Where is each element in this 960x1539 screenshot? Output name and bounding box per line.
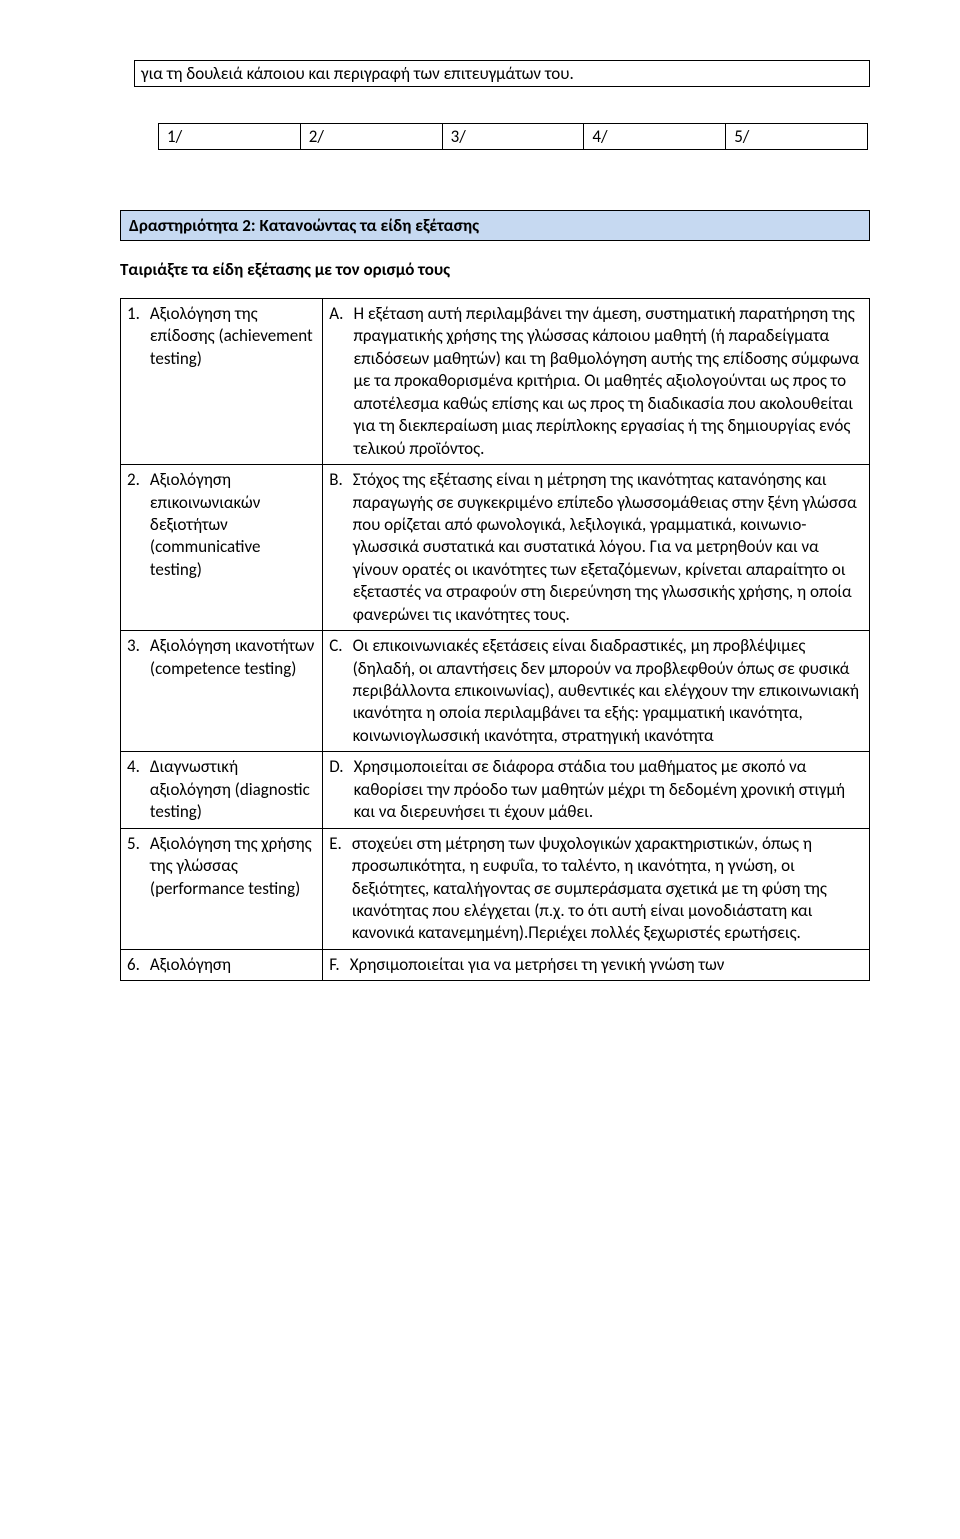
table-row: 3.Αξιολόγηση ικανοτήτων (competence test…: [121, 631, 870, 752]
definition-text: Η εξέταση αυτή περιλαμβάνει την άμεση, σ…: [353, 303, 863, 460]
right-cell: B.Στόχος της εξέτασης είναι η μέτρηση τη…: [323, 465, 870, 631]
item-number: 5.: [127, 833, 150, 900]
rating-cell: 2/: [300, 124, 442, 150]
rating-scale: 1/ 2/ 3/ 4/ 5/: [158, 123, 870, 150]
right-cell: C.Οι επικοινωνιακές εξετάσεις είναι διαδ…: [323, 631, 870, 752]
activity-heading: Δραστηριότητα 2: Κατανοώντας τα είδη εξέ…: [120, 210, 870, 241]
definition-text: Χρησιμοποιείται σε διάφορα στάδια του μα…: [354, 756, 863, 823]
right-cell: D.Χρησιμοποιείται σε διάφορα στάδια του …: [323, 752, 870, 828]
item-term: Αξιολόγηση ικανοτήτων (competence testin…: [150, 635, 316, 680]
intro-box: για τη δουλειά κάποιου και περιγραφή των…: [134, 60, 870, 87]
matching-table: 1.Αξιολόγηση της επίδοσης (achievement t…: [120, 298, 870, 981]
table-row: 4.Διαγνωστική αξιολόγηση (diagnostic tes…: [121, 752, 870, 828]
rating-cell: 3/: [442, 124, 584, 150]
item-number: 3.: [127, 635, 150, 680]
left-cell: 2.Αξιολόγηση επικοινωνιακών δεξιοτήτων (…: [121, 465, 323, 631]
item-term: Αξιολόγηση της χρήσης της γλώσσας (perfo…: [150, 833, 316, 900]
definition-letter: E.: [329, 833, 352, 945]
right-cell: A.Η εξέταση αυτή περιλαμβάνει την άμεση,…: [323, 299, 870, 465]
definition-letter: C.: [329, 635, 352, 747]
table-row: 6.ΑξιολόγησηF.Χρησιμοποιείται για να μετ…: [121, 949, 870, 980]
table-row: 1.Αξιολόγηση της επίδοσης (achievement t…: [121, 299, 870, 465]
instruction-text: Ταιριάξτε τα είδη εξέτασης με τον ορισμό…: [120, 259, 870, 280]
intro-text: για τη δουλειά κάποιου και περιγραφή των…: [141, 63, 574, 84]
item-number: 1.: [127, 303, 150, 370]
left-cell: 4.Διαγνωστική αξιολόγηση (diagnostic tes…: [121, 752, 323, 828]
item-term: Αξιολόγηση της επίδοσης (achievement tes…: [150, 303, 316, 370]
rating-cell: 5/: [726, 124, 868, 150]
item-number: 2.: [127, 469, 150, 581]
table-row: 2.Αξιολόγηση επικοινωνιακών δεξιοτήτων (…: [121, 465, 870, 631]
item-number: 4.: [127, 756, 150, 823]
definition-text: στοχεύει στη μέτρηση των ψυχολογικών χαρ…: [352, 833, 863, 945]
item-term: Αξιολόγηση επικοινωνιακών δεξιοτήτων (co…: [150, 469, 316, 581]
rating-cell: 4/: [584, 124, 726, 150]
item-number: 6.: [127, 954, 150, 976]
left-cell: 1.Αξιολόγηση της επίδοσης (achievement t…: [121, 299, 323, 465]
item-term: Αξιολόγηση: [150, 954, 316, 976]
table-row: 5.Αξιολόγηση της χρήσης της γλώσσας (per…: [121, 828, 870, 949]
left-cell: 5.Αξιολόγηση της χρήσης της γλώσσας (per…: [121, 828, 323, 949]
definition-letter: D.: [329, 756, 353, 823]
left-cell: 3.Αξιολόγηση ικανοτήτων (competence test…: [121, 631, 323, 752]
definition-text: Στόχος της εξέτασης είναι η μέτρηση της …: [353, 469, 863, 626]
right-cell: F.Χρησιμοποιείται για να μετρήσει τη γεν…: [323, 949, 870, 980]
definition-letter: B.: [329, 469, 353, 626]
definition-letter: A.: [329, 303, 353, 460]
right-cell: E.στοχεύει στη μέτρηση των ψυχολογικών χ…: [323, 828, 870, 949]
definition-text: Οι επικοινωνιακές εξετάσεις είναι διαδρα…: [353, 635, 863, 747]
definition-text: Χρησιμοποιείται για να μετρήσει τη γενικ…: [350, 954, 863, 976]
definition-letter: F.: [329, 954, 350, 976]
item-term: Διαγνωστική αξιολόγηση (diagnostic testi…: [150, 756, 316, 823]
left-cell: 6.Αξιολόγηση: [121, 949, 323, 980]
rating-cell: 1/: [159, 124, 301, 150]
